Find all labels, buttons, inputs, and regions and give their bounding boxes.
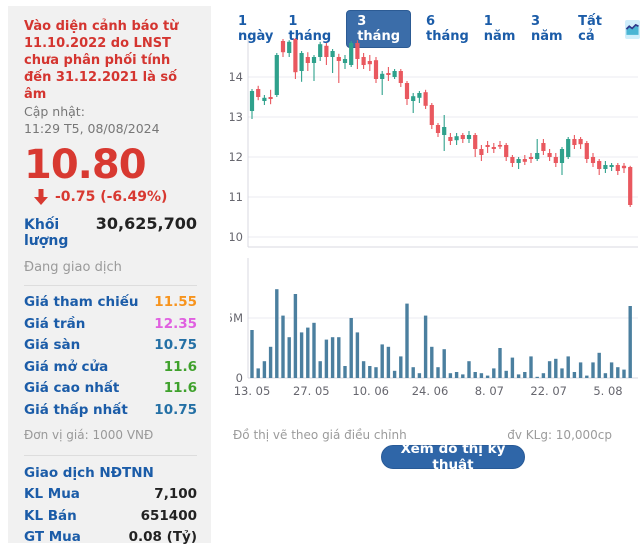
update-timestamp: 11:29 T5, 08/08/2024 (24, 121, 160, 137)
volume-chart[interactable]: 25M 013. 05 27. 05 10. 06 24. 06 8. 07 22. 07 5… (230, 250, 640, 405)
price-change: -0.75 (-6.49%) (55, 188, 168, 205)
svg-text:24. 06: 24. 06 (412, 384, 449, 398)
stock-info-panel: Vào diện cảnh báo từ 11.10.2022 do LNST … (8, 6, 211, 545)
current-price: 10.80 (24, 141, 147, 188)
svg-text:10. 06: 10. 06 (352, 384, 389, 398)
arrow-down-icon (34, 188, 48, 205)
svg-text:14: 14 (230, 70, 243, 84)
tab-6-thang[interactable]: 6 tháng (426, 14, 469, 44)
update-label: Cập nhật: (24, 104, 85, 120)
row-value: 7,100 (154, 486, 197, 503)
row-label: KL Mua (24, 486, 80, 503)
row-value: 11.6 (163, 358, 197, 375)
foreign-row-sell-volume: KL Bán 651400 (24, 505, 197, 527)
table-row-ceiling: Giá trần 12.35 (24, 313, 197, 335)
svg-text:25M: 25M (230, 311, 243, 325)
table-row-floor: Giá sàn 10.75 (24, 335, 197, 357)
period-tabs: 1 ngày 1 tháng 3 tháng 6 tháng 1 năm 3 n… (238, 10, 640, 48)
tab-tat-ca[interactable]: Tất cả (578, 14, 602, 44)
tab-1-ngay[interactable]: 1 ngày (238, 14, 274, 44)
row-label: Giá thấp nhất (24, 401, 128, 418)
price-change-row: -0.75 (-6.49%) (24, 188, 197, 205)
svg-text:8. 07: 8. 07 (475, 384, 504, 398)
svg-text:13: 13 (230, 110, 243, 124)
svg-text:0: 0 (236, 371, 243, 385)
tab-1-nam[interactable]: 1 năm (483, 14, 516, 44)
row-value: 12.35 (154, 315, 197, 332)
svg-text:22. 07: 22. 07 (530, 384, 567, 398)
svg-text:5. 08: 5. 08 (593, 384, 622, 398)
svg-text:10: 10 (230, 230, 243, 244)
tab-3-thang[interactable]: 3 tháng (346, 10, 411, 48)
foreign-row-buy-volume: KL Mua 7,100 (24, 484, 197, 506)
divider (24, 284, 197, 286)
area-chart-icon[interactable] (625, 19, 640, 39)
candlestick-chart[interactable]: 14 13 12 11 10 (230, 38, 640, 248)
row-label: Giá trần (24, 315, 86, 332)
adjusted-price-note: Đồ thị vẽ theo giá điều chỉnh (233, 428, 407, 442)
divider (24, 454, 197, 456)
table-row-low: Giá thấp nhất 10.75 (24, 399, 197, 421)
row-label: Giá cao nhất (24, 380, 120, 397)
foreign-section-title: Giao dịch NĐTNN (24, 464, 154, 481)
row-value: 651400 (140, 507, 197, 524)
volume-row: Khối lượng 30,625,700 (24, 214, 197, 249)
row-label: KL Bán (24, 507, 77, 524)
technical-chart-button[interactable]: Xem đồ thị kỹ thuật (381, 441, 525, 473)
row-value: 10.75 (154, 401, 197, 418)
row-label: Giá mở cửa (24, 358, 109, 375)
table-row-reference: Giá tham chiếu 11.55 (24, 292, 197, 314)
foreign-row-buy-value: GT Mua 0.08 (Tỷ) (24, 527, 197, 549)
foreign-trading-section: Giao dịch NĐTNN KL Mua 7,100 KL Bán 6514… (24, 462, 197, 549)
volume-value: 30,625,700 (95, 213, 197, 233)
row-label: Giá sàn (24, 337, 81, 354)
svg-text:27. 05: 27. 05 (293, 384, 330, 398)
row-value: 10.75 (154, 337, 197, 354)
table-row-high: Giá cao nhất 11.6 (24, 378, 197, 400)
svg-text:12: 12 (230, 150, 243, 164)
tab-3-nam[interactable]: 3 năm (530, 14, 563, 44)
row-value: 11.6 (163, 380, 197, 397)
volume-unit-note: đv KLg: 10,000cp (507, 428, 612, 442)
row-label: GT Mua (24, 529, 81, 546)
row-value: 11.55 (154, 294, 197, 311)
table-row-open: Giá mở cửa 11.6 (24, 356, 197, 378)
row-label: Giá tham chiếu (24, 294, 139, 311)
row-value: 0.08 (Tỷ) (128, 529, 197, 546)
price-unit-note: Đơn vị giá: 1000 VNĐ (24, 427, 154, 442)
trading-status: Đang giao dịch (24, 259, 122, 275)
svg-text:11: 11 (230, 190, 243, 204)
svg-text:13. 05: 13. 05 (234, 384, 271, 398)
volume-label: Khối lượng (24, 216, 69, 249)
tab-1-thang[interactable]: 1 tháng (288, 14, 332, 44)
price-table: Giá tham chiếu 11.55 Giá trần 12.35 Giá … (24, 292, 197, 421)
warning-notice: Vào diện cảnh báo từ 11.10.2022 do LNST … (24, 19, 179, 102)
